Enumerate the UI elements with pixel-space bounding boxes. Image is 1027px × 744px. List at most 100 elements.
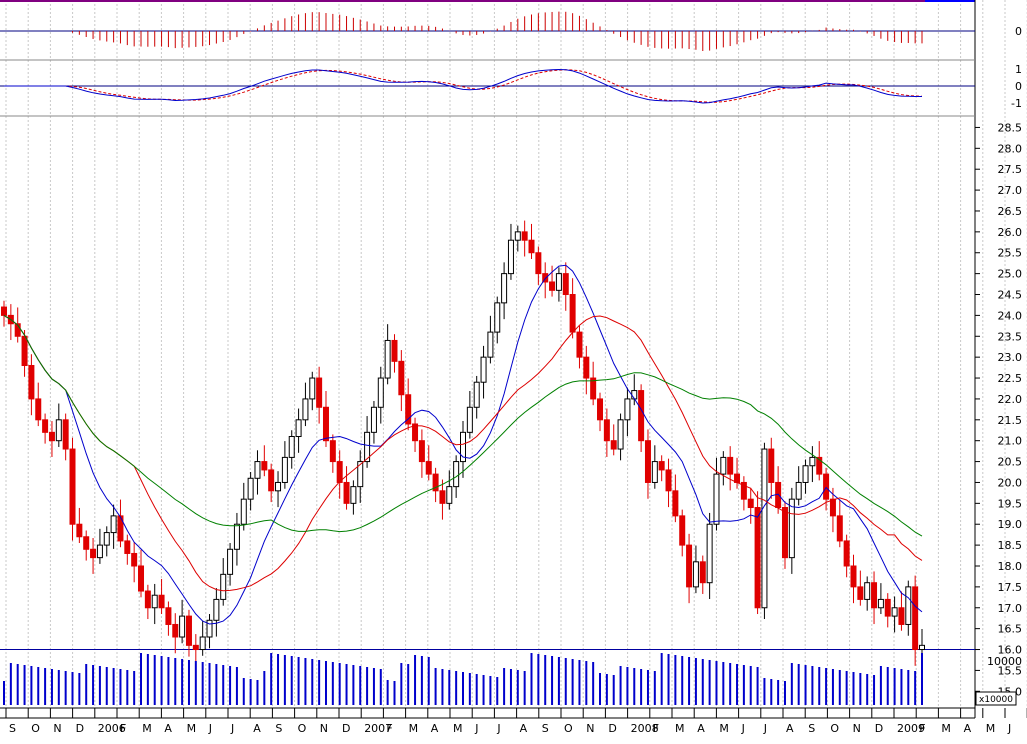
- x-tick-label: N: [320, 722, 328, 735]
- candle-body: [521, 231, 528, 241]
- candle-body: [110, 515, 117, 534]
- candle-body: [69, 448, 76, 525]
- candle-body: [562, 273, 569, 296]
- candle-body: [713, 473, 720, 525]
- candle-body: [432, 473, 439, 492]
- moving-average-medium: [3, 314, 923, 592]
- candle-body: [21, 335, 28, 367]
- y-tick-label: 28.5: [998, 121, 1023, 134]
- x-tick-label: J: [474, 722, 478, 735]
- x-tick-label: N: [853, 722, 861, 735]
- candle-body: [788, 498, 795, 559]
- candle-body: [322, 406, 329, 442]
- candle-body: [480, 356, 487, 383]
- candle-body: [692, 561, 699, 588]
- x-tick-label: A: [520, 722, 528, 735]
- candle-body: [871, 582, 878, 609]
- candle-body: [240, 498, 247, 525]
- candle-body: [329, 440, 336, 463]
- osc2-tick-label: 1: [1015, 63, 1022, 76]
- candle-body: [898, 607, 905, 625]
- candle-body: [651, 461, 658, 483]
- candle-body: [501, 273, 508, 304]
- candle-body: [905, 586, 912, 625]
- candle-body: [151, 594, 158, 609]
- candle-body: [275, 481, 282, 492]
- y-tick-label: 18.5: [998, 539, 1023, 552]
- candle-body: [706, 523, 713, 584]
- y-tick-label: 17.0: [998, 602, 1023, 615]
- x-tick-label: S: [9, 722, 16, 735]
- candle-body: [48, 431, 55, 442]
- candle-body: [535, 252, 542, 275]
- x-tick-label: A: [697, 722, 705, 735]
- candle-body: [103, 532, 110, 546]
- x-tick-label: A: [786, 722, 794, 735]
- candle-body: [836, 515, 843, 542]
- candle-body: [384, 339, 391, 379]
- candle-body: [644, 440, 651, 483]
- candle-body: [446, 486, 453, 504]
- candle-body: [14, 323, 21, 337]
- candle-body: [891, 607, 898, 617]
- osc1-tick-label: 0: [1015, 25, 1022, 38]
- candle-body: [603, 419, 610, 442]
- candle-body: [220, 573, 227, 600]
- candle-body: [829, 498, 836, 517]
- x-tick-label: M: [941, 722, 951, 735]
- candle-body: [638, 390, 645, 442]
- candle-body: [699, 561, 706, 584]
- candle-body: [281, 456, 288, 483]
- y-tick-label: 21.5: [998, 414, 1023, 427]
- x-tick-label: F: [653, 722, 659, 735]
- candle-body: [261, 461, 268, 471]
- candle-body: [679, 515, 686, 546]
- candle-body: [542, 273, 549, 283]
- x-tick-label: M: [986, 722, 996, 735]
- x-tick-label: N: [586, 722, 594, 735]
- moving-average-short: [3, 264, 923, 625]
- volume-panel: [3, 653, 923, 705]
- candle-body: [316, 377, 323, 408]
- candle-body: [754, 507, 761, 609]
- candle-body: [227, 548, 234, 575]
- candle-body: [877, 598, 884, 609]
- candle-body: [35, 398, 42, 421]
- candle-body: [62, 419, 69, 450]
- volume-multiplier-label: x10000: [979, 695, 1013, 705]
- candle-body: [55, 419, 62, 442]
- candle-body: [76, 523, 83, 538]
- x-tick-label: A: [964, 722, 972, 735]
- candle-body: [857, 586, 864, 600]
- x-tick-label: M: [187, 722, 197, 735]
- candle-body: [583, 356, 590, 379]
- candle-body: [768, 448, 775, 483]
- x-tick-label: D: [608, 722, 616, 735]
- candle-body: [761, 448, 768, 609]
- x-tick-label: J: [1007, 722, 1011, 735]
- candle-body: [466, 406, 473, 433]
- x-tick-label: J: [230, 722, 234, 735]
- candle-body: [391, 339, 398, 362]
- x-tick-label: 2009: [897, 722, 925, 735]
- candle-body: [158, 594, 165, 609]
- candle-body: [528, 239, 535, 254]
- candle-body: [377, 377, 384, 408]
- candle-body: [658, 461, 665, 471]
- candle-body: [172, 623, 179, 638]
- x-tick-label: M: [142, 722, 152, 735]
- volume-tick-label: 10000: [987, 655, 1022, 668]
- y-tick-label: 19.5: [998, 497, 1023, 510]
- x-tick-label: S: [542, 722, 549, 735]
- candle-body: [672, 490, 679, 517]
- y-tick-label: 25.0: [998, 268, 1023, 281]
- candle-body: [83, 536, 90, 550]
- y-tick-label: 27.5: [998, 163, 1023, 176]
- candle-body: [199, 636, 206, 651]
- x-tick-label: D: [342, 722, 350, 735]
- y-tick-label: 23.0: [998, 351, 1023, 364]
- candle-body: [781, 507, 788, 559]
- y-tick-label: 21.0: [998, 435, 1023, 448]
- y-tick-label: 17.5: [998, 581, 1023, 594]
